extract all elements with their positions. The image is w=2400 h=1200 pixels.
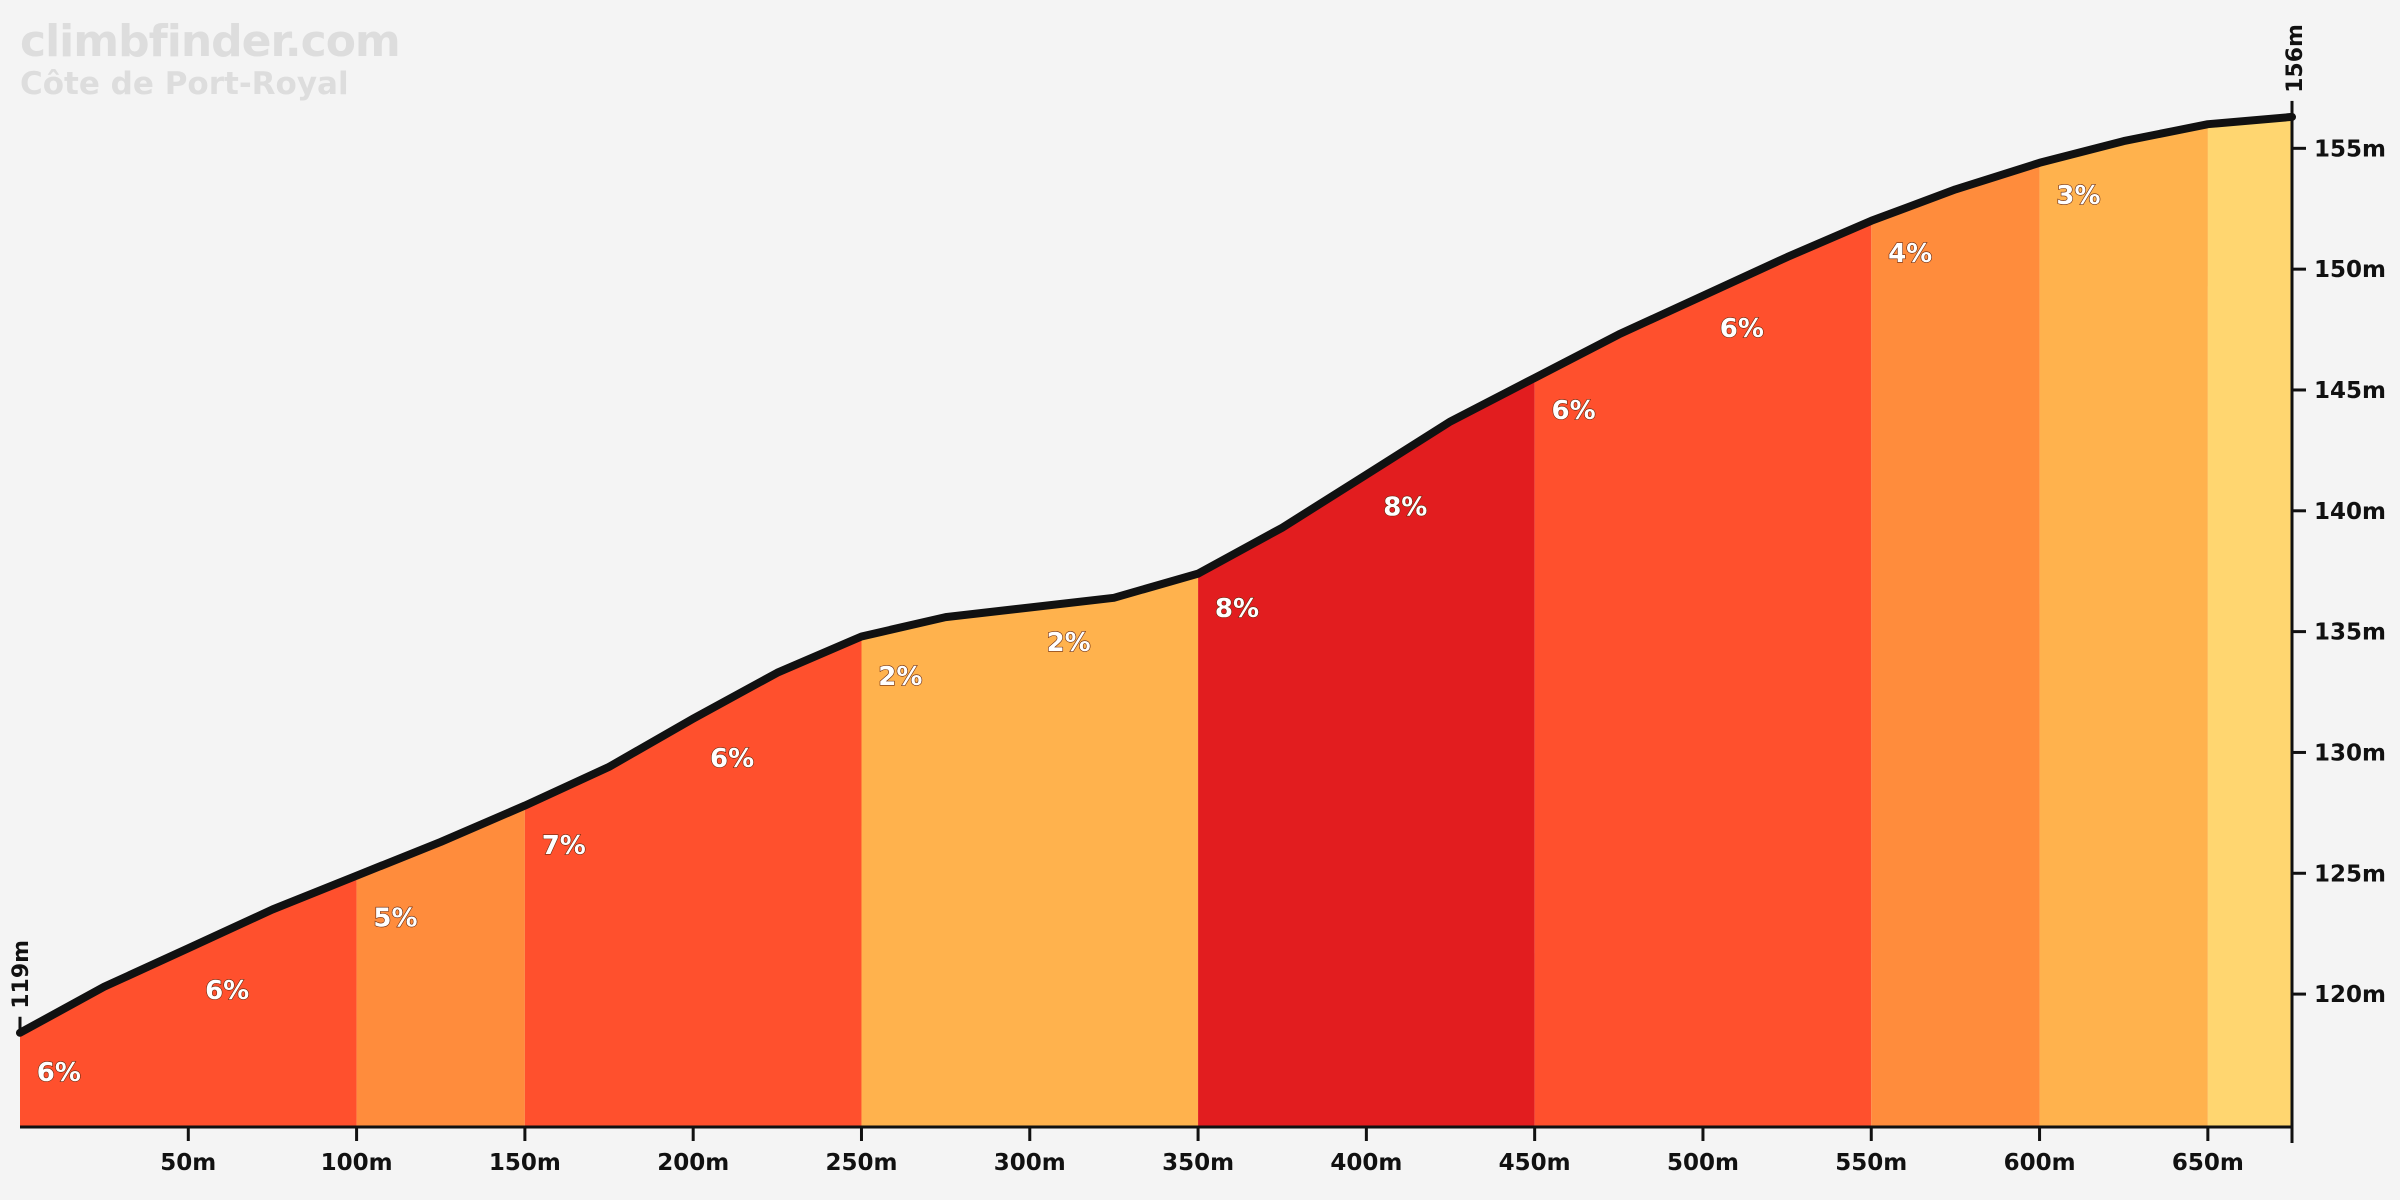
gradient-segment-4 xyxy=(861,573,1199,1127)
gradient-segment-9 xyxy=(2207,116,2292,1127)
y-tick-label: 150m xyxy=(2314,257,2386,283)
grade-label-9: 8% xyxy=(1383,493,1427,523)
gradient-segment-7 xyxy=(1871,162,2040,1128)
y-tick-label: 130m xyxy=(2314,740,2386,766)
climb-name-watermark: Côte de Port-Royal xyxy=(20,66,349,102)
gradient-segment-2 xyxy=(356,805,525,1127)
grade-labels: 6% 6% 5% 7% 6% 2% 2% 8% 8% 6% 6% 4% 3% xyxy=(36,180,2101,1088)
gradient-segment-1 xyxy=(20,875,357,1127)
grade-label-10: 6% xyxy=(1552,396,1596,426)
x-tick-label: 550m xyxy=(1835,1150,1907,1176)
grade-label-12: 4% xyxy=(1888,239,1932,269)
grade-label-6: 2% xyxy=(878,662,922,692)
gradient-segment-3 xyxy=(524,636,862,1127)
y-tick-label: 140m xyxy=(2314,499,2386,525)
grade-label-3: 5% xyxy=(373,903,417,933)
grade-label-4: 7% xyxy=(542,831,586,861)
x-tick-label: 150m xyxy=(489,1150,561,1176)
x-tick-label: 650m xyxy=(2172,1150,2244,1176)
elevation-profile-line xyxy=(16,112,2296,1037)
gradient-segment-5 xyxy=(1198,377,1535,1127)
y-tick-label: 135m xyxy=(2314,620,2386,646)
y-tick-label: 155m xyxy=(2314,136,2386,162)
grade-label-5: 6% xyxy=(710,744,754,774)
grade-label-8: 8% xyxy=(1215,594,1259,624)
x-tick-label: 100m xyxy=(321,1150,393,1176)
x-tick-label: 200m xyxy=(657,1150,729,1176)
axes: 50m 100m 150m 200m 250m 300m 350m 400m 450m 500m 5… xyxy=(9,24,2386,1176)
gradient-segment-6 xyxy=(1534,220,1872,1128)
x-tick-label: 400m xyxy=(1330,1150,1402,1176)
grade-label-7: 2% xyxy=(1047,628,1091,658)
end-elevation-label: 156m xyxy=(2283,24,2308,93)
y-tick-label: 120m xyxy=(2314,982,2386,1008)
grade-label-1: 6% xyxy=(37,1058,81,1088)
x-tick-label: 500m xyxy=(1667,1150,1739,1176)
grade-label-2: 6% xyxy=(205,976,249,1006)
x-tick-label: 350m xyxy=(1162,1150,1234,1176)
x-tick-label: 600m xyxy=(2004,1150,2076,1176)
start-elevation-label: 119m xyxy=(9,940,34,1009)
y-tick-label: 145m xyxy=(2314,378,2386,404)
x-tick-label: 250m xyxy=(825,1150,897,1176)
elevation-line xyxy=(16,112,2296,1037)
x-tick-label: 50m xyxy=(160,1150,216,1176)
grade-label-13: 3% xyxy=(2056,181,2100,211)
grade-label-11: 6% xyxy=(1720,314,1764,344)
gradient-segment-8 xyxy=(2039,124,2208,1127)
x-tick-label: 450m xyxy=(1499,1150,1571,1176)
y-tick-label: 125m xyxy=(2314,861,2386,887)
gradient-segments xyxy=(20,116,2292,1128)
site-watermark: climbfinder.com xyxy=(20,16,401,67)
x-tick-label: 300m xyxy=(994,1150,1066,1176)
